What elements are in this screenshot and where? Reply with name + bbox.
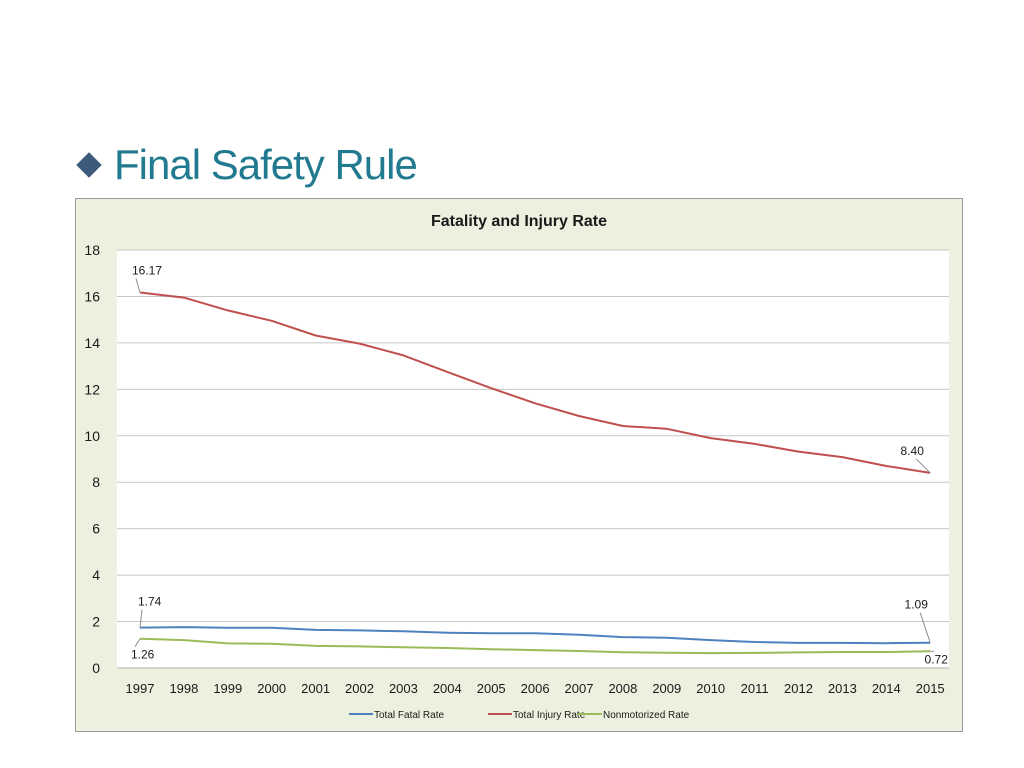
x-tick-label: 1998: [169, 681, 198, 696]
x-tick-label: 2012: [784, 681, 813, 696]
data-label: 1.26: [131, 648, 155, 662]
slide-title: Final Safety Rule: [76, 140, 418, 190]
x-tick-label: 2006: [521, 681, 550, 696]
data-label: 1.09: [905, 598, 929, 612]
x-tick-label: 2009: [652, 681, 681, 696]
data-label-leader: [139, 609, 143, 628]
y-tick-label: 10: [84, 428, 100, 444]
x-tick-label: 2005: [477, 681, 506, 696]
x-tick-label: 2003: [389, 681, 418, 696]
y-tick-label: 18: [84, 242, 100, 258]
x-tick-label: 2007: [565, 681, 594, 696]
y-tick-label: 0: [92, 660, 100, 676]
data-label: 1.74: [138, 595, 162, 609]
data-label-leader: [915, 458, 931, 474]
diamond-bullet-icon: [76, 152, 102, 178]
legend-label: Total Injury Rate: [513, 710, 586, 721]
plot-area-background: [117, 250, 949, 668]
series-line-total-injury-rate: [139, 291, 931, 474]
legend-label: Nonmotorized Rate: [603, 710, 690, 721]
data-label: 0.72: [925, 652, 949, 666]
x-tick-label: 2000: [257, 681, 286, 696]
x-tick-label: 2015: [916, 681, 945, 696]
y-tick-label: 14: [84, 335, 100, 351]
x-tick-label: 2001: [301, 681, 330, 696]
data-label-leader: [919, 612, 931, 643]
y-tick-label: 8: [92, 474, 100, 490]
chart-title: Fatality and Injury Rate: [431, 213, 607, 230]
x-tick-label: 1999: [213, 681, 242, 696]
y-tick-label: 6: [92, 521, 100, 537]
line-chart: Fatality and Injury Rate 0 2 4 6 8 10 12 14 16 18…: [75, 198, 963, 732]
x-tick-label: 2013: [828, 681, 857, 696]
data-label-leader: [135, 278, 141, 293]
y-tick-label: 2: [92, 614, 100, 630]
series-line-nonmotorized-rate: [139, 637, 931, 655]
x-tick-label: 2010: [696, 681, 725, 696]
data-label: 8.40: [901, 444, 925, 458]
data-label-leader: [134, 638, 141, 648]
x-tick-label: 1997: [126, 681, 155, 696]
page-title: Final Safety Rule: [114, 141, 418, 188]
x-tick-label: 2008: [608, 681, 637, 696]
x-tick-label: 2014: [872, 681, 901, 696]
data-label: 16.17: [132, 263, 162, 277]
x-tick-label: 2002: [345, 681, 374, 696]
y-tick-label: 4: [92, 567, 100, 583]
series-line-total-fatal-rate: [139, 626, 931, 645]
y-tick-label: 16: [84, 288, 100, 304]
x-tick-label: 2004: [433, 681, 462, 696]
legend-label: Total Fatal Rate: [374, 710, 444, 721]
x-tick-label: 2011: [741, 681, 769, 696]
y-tick-label: 12: [84, 381, 100, 397]
